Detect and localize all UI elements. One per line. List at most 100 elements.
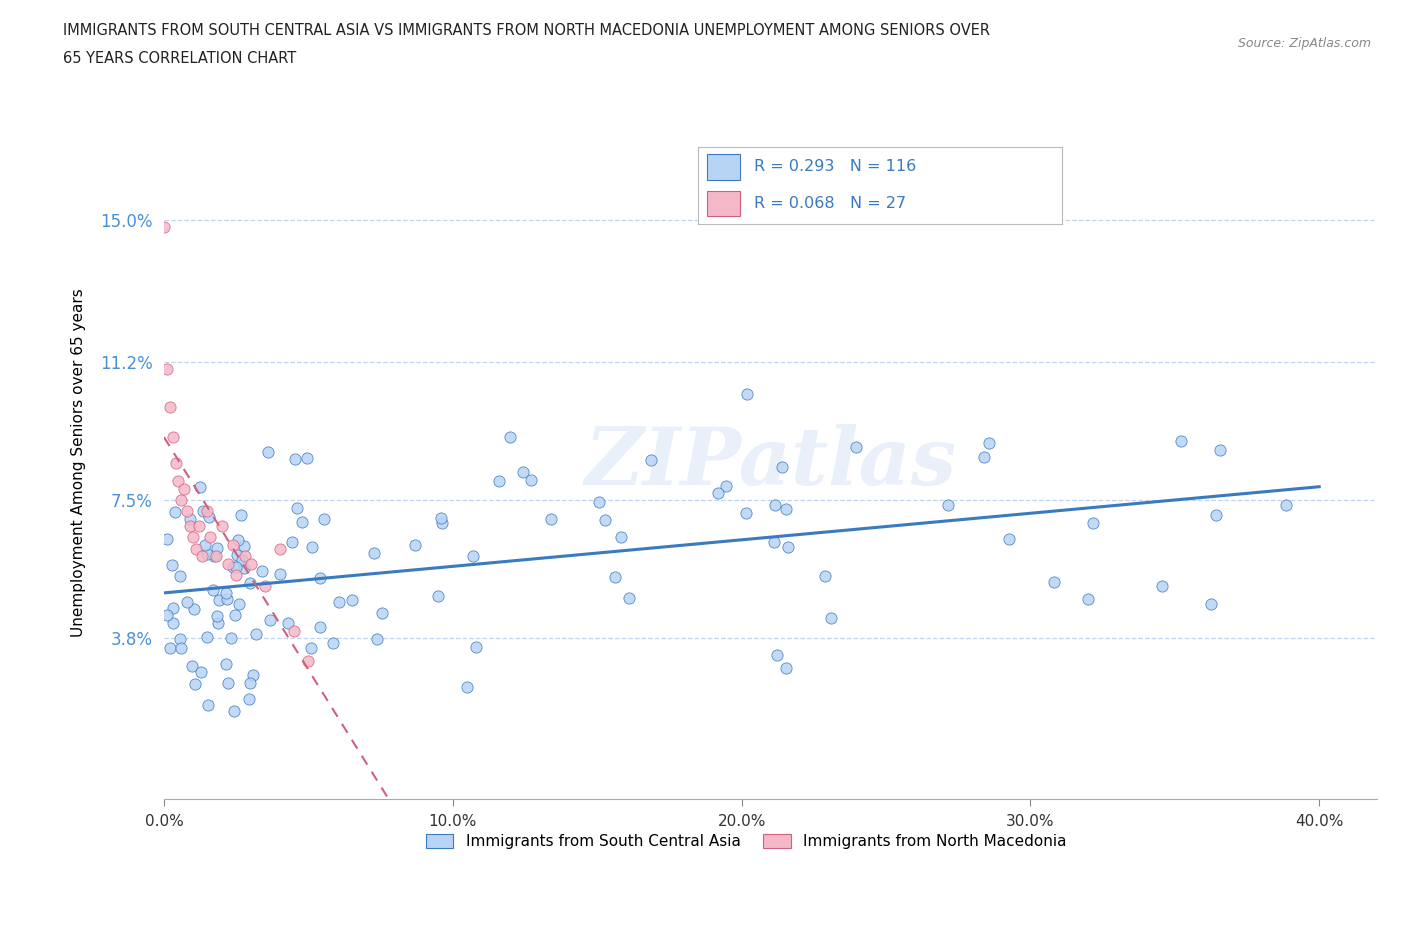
Point bbox=[465, 639, 488, 654]
Point bbox=[456, 680, 478, 695]
Point bbox=[224, 608, 246, 623]
Point bbox=[238, 691, 260, 706]
Text: 65 YEARS CORRELATION CHART: 65 YEARS CORRELATION CHART bbox=[63, 51, 297, 66]
Point bbox=[328, 594, 350, 609]
Point bbox=[1170, 433, 1192, 448]
Point bbox=[176, 504, 198, 519]
Point bbox=[217, 591, 239, 606]
Point bbox=[233, 549, 256, 564]
Point bbox=[593, 512, 616, 527]
Point bbox=[707, 485, 730, 500]
Point bbox=[291, 515, 314, 530]
Point bbox=[217, 556, 239, 571]
Point bbox=[167, 474, 190, 489]
Point bbox=[776, 539, 799, 554]
Point bbox=[1152, 578, 1174, 593]
Point bbox=[233, 561, 256, 576]
Point bbox=[299, 641, 322, 656]
Point bbox=[207, 540, 229, 555]
Point bbox=[215, 586, 238, 601]
Point bbox=[283, 623, 305, 638]
Point bbox=[205, 549, 228, 564]
Point bbox=[512, 465, 534, 480]
Point bbox=[205, 609, 228, 624]
Point bbox=[184, 541, 207, 556]
Point bbox=[280, 534, 302, 549]
Point bbox=[520, 472, 543, 487]
Point bbox=[239, 556, 262, 571]
Point bbox=[225, 567, 247, 582]
Legend: Immigrants from South Central Asia, Immigrants from North Macedonia: Immigrants from South Central Asia, Immi… bbox=[420, 828, 1073, 855]
Point bbox=[229, 508, 252, 523]
Point bbox=[222, 538, 245, 552]
Point bbox=[156, 531, 179, 546]
Point bbox=[1209, 443, 1232, 458]
Point bbox=[162, 616, 184, 631]
Point bbox=[226, 533, 249, 548]
Point bbox=[309, 619, 332, 634]
Point bbox=[165, 504, 187, 519]
Point bbox=[211, 519, 233, 534]
Point bbox=[169, 568, 191, 583]
Point bbox=[404, 538, 426, 552]
Point bbox=[269, 541, 291, 556]
Point bbox=[153, 220, 176, 235]
Point bbox=[190, 549, 212, 564]
Point bbox=[617, 591, 640, 605]
Point bbox=[170, 493, 193, 508]
Point bbox=[998, 532, 1021, 547]
Point bbox=[426, 589, 449, 604]
Point bbox=[159, 399, 181, 414]
Point bbox=[610, 529, 633, 544]
Point bbox=[814, 569, 837, 584]
Point bbox=[1199, 597, 1222, 612]
Point bbox=[285, 500, 308, 515]
Point bbox=[936, 498, 959, 512]
Point bbox=[231, 552, 253, 567]
Point bbox=[314, 512, 336, 526]
Point bbox=[156, 607, 179, 622]
Point bbox=[1205, 508, 1227, 523]
Point bbox=[239, 675, 262, 690]
Point bbox=[1081, 516, 1104, 531]
Point bbox=[184, 676, 207, 691]
Point bbox=[233, 538, 256, 553]
Point bbox=[187, 519, 209, 534]
Point bbox=[716, 478, 738, 493]
Point bbox=[197, 698, 219, 712]
Point bbox=[775, 660, 797, 675]
Point bbox=[159, 641, 181, 656]
Point bbox=[170, 640, 193, 655]
Point bbox=[254, 578, 277, 593]
Point bbox=[183, 602, 205, 617]
Point bbox=[169, 631, 191, 646]
Point bbox=[340, 592, 363, 607]
Point bbox=[239, 576, 262, 591]
Point bbox=[256, 445, 278, 459]
Point bbox=[735, 387, 758, 402]
Point bbox=[173, 482, 195, 497]
Point bbox=[219, 631, 242, 645]
Point bbox=[775, 502, 797, 517]
Point bbox=[363, 545, 385, 560]
Point bbox=[973, 450, 995, 465]
Text: IMMIGRANTS FROM SOUTH CENTRAL ASIA VS IMMIGRANTS FROM NORTH MACEDONIA UNEMPLOYME: IMMIGRANTS FROM SOUTH CENTRAL ASIA VS IM… bbox=[63, 23, 990, 38]
Point bbox=[222, 560, 245, 575]
Point bbox=[201, 583, 224, 598]
Point bbox=[225, 559, 247, 574]
Point bbox=[162, 429, 184, 444]
Text: ZIPatlas: ZIPatlas bbox=[585, 424, 956, 501]
Point bbox=[295, 450, 318, 465]
Point bbox=[250, 564, 273, 578]
Point bbox=[179, 519, 201, 534]
Point bbox=[160, 558, 183, 573]
Point bbox=[188, 479, 211, 494]
Point bbox=[588, 495, 610, 510]
Point bbox=[766, 647, 789, 662]
Point bbox=[193, 504, 215, 519]
Text: Source: ZipAtlas.com: Source: ZipAtlas.com bbox=[1237, 37, 1371, 50]
Point bbox=[1043, 575, 1066, 590]
Point bbox=[820, 610, 842, 625]
Point bbox=[179, 512, 201, 526]
Point bbox=[207, 615, 229, 630]
